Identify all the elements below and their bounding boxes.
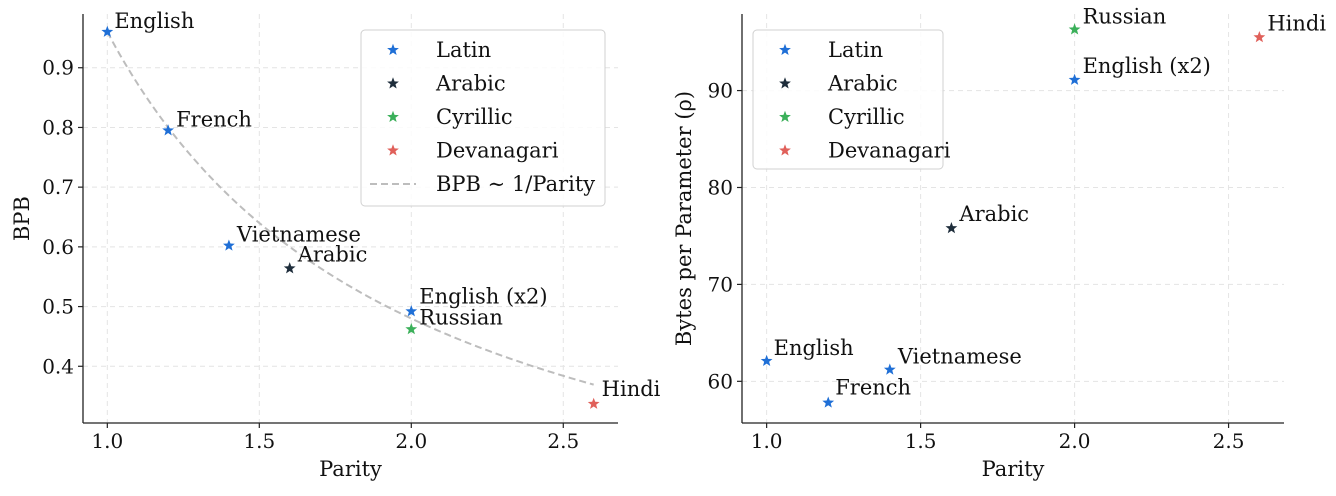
data-point-arabic (283, 262, 296, 274)
y-tick-label: 0.8 (42, 115, 74, 139)
legend-label: Devanagari (436, 139, 559, 163)
legend-marker (387, 110, 399, 123)
legend-label: Arabic (435, 72, 506, 96)
point-label: English (x2) (1083, 54, 1211, 78)
legend-label: Latin (828, 38, 883, 62)
data-point-english (101, 25, 114, 37)
legend-label: Devanagari (828, 139, 951, 163)
y-tick-label: 0.5 (42, 295, 74, 319)
y-tick-label: 90 (708, 79, 733, 103)
x-tick-label: 2.5 (547, 429, 579, 453)
fit-curve (106, 31, 594, 386)
legend-marker (387, 43, 399, 56)
point-label: Vietnamese (236, 223, 361, 247)
legend-marker (387, 77, 399, 89)
legend-label: BPB ∼ 1/Parity (436, 172, 595, 196)
data-point-english (760, 354, 773, 366)
x-axis-title: Parity (982, 457, 1045, 481)
data-point-vietnamese (223, 239, 235, 251)
point-label: French (835, 376, 911, 400)
x-tick-label: 1.0 (91, 429, 123, 453)
y-tick-label: 0.7 (42, 175, 74, 199)
point-label: Hindi (602, 377, 661, 401)
data-point-hindi (1253, 31, 1266, 43)
data-point-french (162, 124, 175, 136)
point-label: Arabic (297, 242, 368, 266)
point-label: Russian (419, 305, 503, 329)
x-tick-label: 1.5 (243, 429, 275, 453)
y-axis-title: Bytes per Parameter (ρ) (672, 91, 696, 346)
bpb-vs-parity-chart: 1.0 1.5 2.0 2.5 0.4 0.5 0.6 0.7 0.8 0.9 Parity BPB E… (10, 9, 661, 481)
x-tick-label: 2.0 (1059, 429, 1091, 453)
data-point-english-x2 (1068, 73, 1081, 85)
x-tick-label: 1.5 (905, 429, 937, 453)
y-tick-label: 80 (708, 175, 733, 199)
point-label: Russian (1083, 5, 1167, 29)
legend-marker (779, 144, 791, 156)
point-label: Arabic (958, 202, 1029, 226)
x-tick-label: 2.0 (395, 429, 427, 453)
point-label: English (x2) (419, 284, 547, 308)
legend: Latin Arabic Cyrillic Devanagari (752, 29, 951, 170)
y-tick-label: 0.9 (42, 56, 74, 80)
legend-marker (779, 77, 791, 89)
data-point-french (822, 396, 835, 408)
legend-label: Cyrillic (436, 105, 513, 129)
legend: Latin Arabic Cyrillic Devanagari BPB ∼ 1/Par… (360, 29, 606, 207)
y-tick-label: 70 (708, 272, 733, 296)
y-axis-title: BPB (10, 196, 34, 241)
data-point-hindi (587, 397, 600, 409)
data-point-russian (405, 323, 418, 335)
data-point-russian (1068, 23, 1081, 35)
legend-label: Arabic (827, 72, 898, 96)
point-label: Hindi (1267, 11, 1326, 35)
x-axis-title: Parity (319, 457, 382, 481)
point-label: Vietnamese (897, 345, 1022, 369)
legend-box (752, 29, 944, 170)
legend-marker (779, 110, 791, 123)
data-point-english-x2 (405, 305, 418, 317)
data-point-arabic (945, 221, 958, 234)
point-label: English (774, 336, 854, 360)
x-tick-label: 2.5 (1213, 429, 1245, 453)
y-tick-label: 0.4 (42, 354, 74, 378)
legend-marker (387, 144, 399, 156)
legend-label: Latin (436, 38, 491, 62)
point-label: French (176, 107, 252, 131)
x-tick-label: 1.0 (751, 429, 783, 453)
legend-box (360, 29, 606, 207)
data-point-vietnamese (883, 363, 896, 375)
legend-label: Cyrillic (828, 105, 905, 129)
bytes-per-parameter-vs-parity-chart: 1.0 1.5 2.0 2.5 60 70 80 90 Parity Bytes per Para… (672, 5, 1326, 481)
point-label: English (114, 9, 194, 33)
y-tick-label: 0.6 (42, 235, 74, 259)
legend-marker (779, 43, 791, 56)
y-tick-label: 60 (708, 369, 733, 393)
